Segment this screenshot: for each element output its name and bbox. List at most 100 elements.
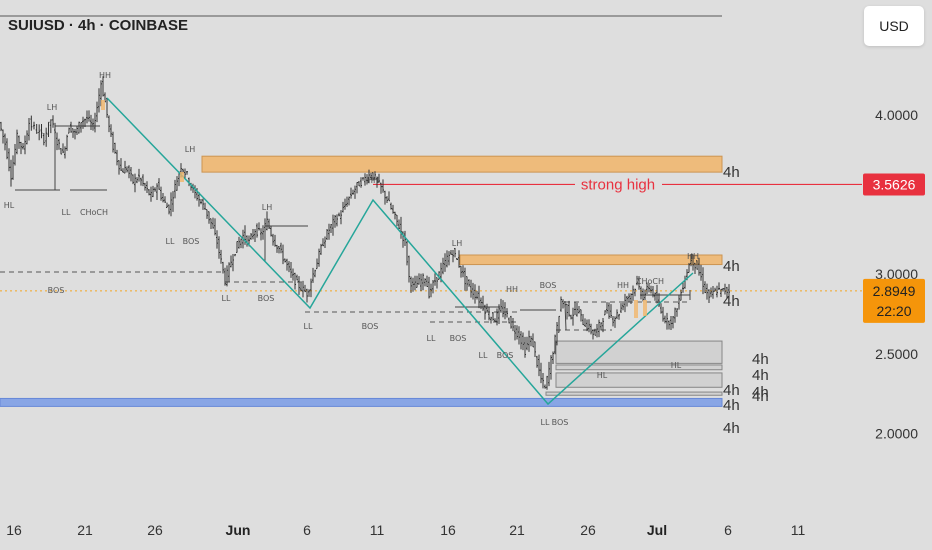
candle: [688, 262, 690, 273]
candle: [626, 295, 628, 307]
candle: [638, 276, 640, 290]
candle: [0, 121, 2, 132]
candle: [616, 309, 618, 320]
candle: [518, 326, 520, 345]
candle: [92, 118, 94, 131]
x-tick-label: 11: [791, 522, 806, 538]
candle: [386, 196, 388, 204]
candle: [246, 235, 248, 247]
candle: [502, 300, 504, 318]
candle: [398, 219, 400, 230]
candle: [448, 251, 450, 266]
candle: [70, 121, 72, 133]
candle: [332, 214, 334, 236]
candle: [212, 217, 214, 229]
candle: [256, 223, 258, 238]
candle: [60, 148, 62, 155]
candle: [392, 204, 394, 214]
x-tick-label: 21: [509, 522, 525, 538]
candle: [522, 332, 524, 351]
candle: [372, 172, 374, 181]
candle: [416, 275, 418, 288]
supply-zone-lower-label: 4h: [723, 258, 740, 275]
candle: [528, 330, 530, 352]
candle: [480, 297, 482, 310]
candle: [148, 189, 150, 196]
candle: [26, 130, 28, 145]
candle: [394, 211, 396, 220]
candle: [124, 160, 126, 174]
candle: [288, 261, 290, 273]
candle: [652, 285, 654, 298]
candle: [84, 118, 86, 128]
candle: [300, 282, 302, 292]
candle: [486, 303, 488, 312]
candle: [544, 384, 546, 389]
candle: [508, 317, 510, 324]
candle: [694, 262, 696, 274]
candle: [94, 112, 96, 133]
candle: [24, 135, 26, 155]
candle: [266, 211, 268, 231]
candle: [62, 143, 64, 154]
structure-label-lh: LH: [185, 145, 195, 154]
candle: [170, 192, 172, 217]
candle: [714, 287, 716, 292]
x-tick-label: Jun: [226, 522, 251, 538]
candle: [520, 331, 522, 350]
candle: [562, 299, 564, 309]
support-band: [0, 397, 723, 407]
timeframe-label-1: 4h: [723, 382, 740, 399]
candle: [352, 189, 354, 195]
candle: [33, 121, 35, 130]
candle: [574, 302, 576, 316]
candle: [30, 115, 33, 131]
candle: [632, 285, 634, 301]
candle: [216, 230, 218, 249]
candle: [494, 318, 496, 322]
candle: [28, 117, 30, 141]
candle: [302, 280, 304, 298]
candle: [174, 179, 176, 199]
currency-button[interactable]: USD: [864, 6, 924, 46]
candle: [140, 177, 142, 186]
candle: [476, 290, 478, 300]
candle: [572, 307, 574, 326]
candle: [58, 138, 60, 150]
candle: [250, 233, 252, 240]
structure-label-bos: BOS: [48, 286, 65, 295]
candle: [712, 286, 714, 299]
candle: [260, 228, 262, 241]
candle: [422, 273, 424, 291]
candle: [350, 187, 352, 199]
candle: [324, 236, 326, 249]
candle: [130, 167, 132, 182]
candle: [668, 320, 670, 330]
candle: [366, 174, 368, 185]
structure-label-bos: BOS: [362, 322, 379, 331]
candle: [378, 173, 380, 183]
candle: [532, 333, 534, 348]
candle: [484, 304, 486, 320]
candle: [634, 288, 636, 297]
candle: [630, 293, 632, 305]
candle: [80, 122, 82, 133]
candle: [356, 181, 358, 194]
candle: [488, 307, 490, 321]
candle: [710, 287, 712, 298]
candle: [660, 303, 662, 314]
candle: [86, 110, 88, 124]
candle: [226, 265, 228, 287]
candle: [434, 273, 436, 286]
demand-zone-3: [555, 372, 723, 388]
candle: [656, 284, 658, 304]
candle: [560, 296, 562, 312]
candle: [464, 267, 466, 291]
candle: [466, 276, 468, 291]
current-price-tag: [863, 278, 925, 323]
structure-line-8: [564, 303, 567, 331]
structure-label-ll: LL: [222, 294, 231, 303]
timeframe-label-0: 4h: [723, 293, 740, 310]
candle: [322, 238, 324, 247]
